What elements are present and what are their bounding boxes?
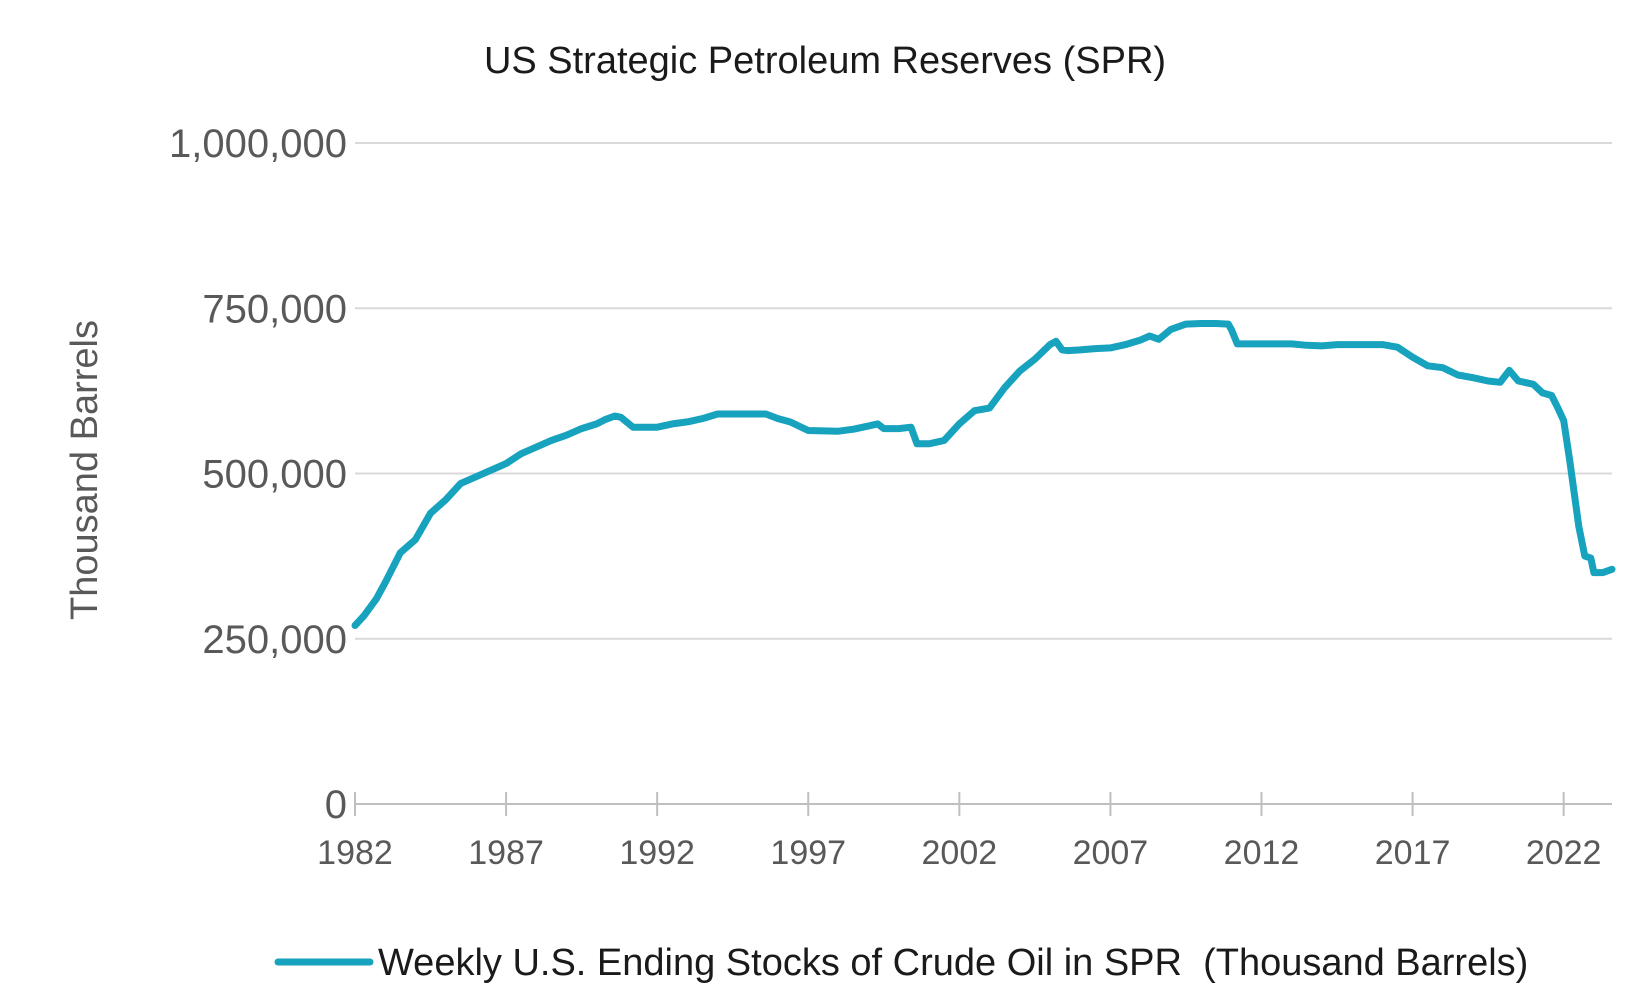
x-tick-label: 2007: [1073, 834, 1149, 872]
x-tick-label: 1987: [468, 834, 544, 872]
y-tick-label: 250,000: [202, 618, 347, 662]
y-axis-label: Thousand Barrels: [64, 320, 106, 620]
legend: Weekly U.S. Ending Stocks of Crude Oil i…: [274, 942, 1528, 984]
x-tick-label: 2017: [1375, 834, 1451, 872]
x-tick-label: 1992: [619, 834, 695, 872]
y-tick-label: 500,000: [202, 453, 347, 497]
x-tick-labels: 1982 1987 1992 1997 2002 2007 2012 2017 2022: [317, 834, 1601, 872]
series-line: [351, 320, 1616, 629]
x-tick-label: 1982: [317, 834, 393, 872]
x-tick-label: 2002: [922, 834, 998, 872]
x-tick-label: 2022: [1526, 834, 1602, 872]
x-tick-label: 1997: [770, 834, 846, 872]
y-tick-labels: 0 250,000 500,000 750,000 1,000,000: [169, 122, 347, 827]
y-tick-label: 1,000,000: [169, 122, 347, 166]
x-tick-label: 2012: [1224, 834, 1300, 872]
y-tick-label: 0: [325, 783, 347, 827]
gridlines: [355, 142, 1612, 640]
chart-title: US Strategic Petroleum Reserves (SPR): [484, 40, 1166, 82]
y-tick-label: 750,000: [202, 287, 347, 331]
legend-label: Weekly U.S. Ending Stocks of Crude Oil i…: [378, 942, 1528, 984]
x-axis: [354, 792, 1612, 816]
series-layer: [351, 320, 1616, 629]
